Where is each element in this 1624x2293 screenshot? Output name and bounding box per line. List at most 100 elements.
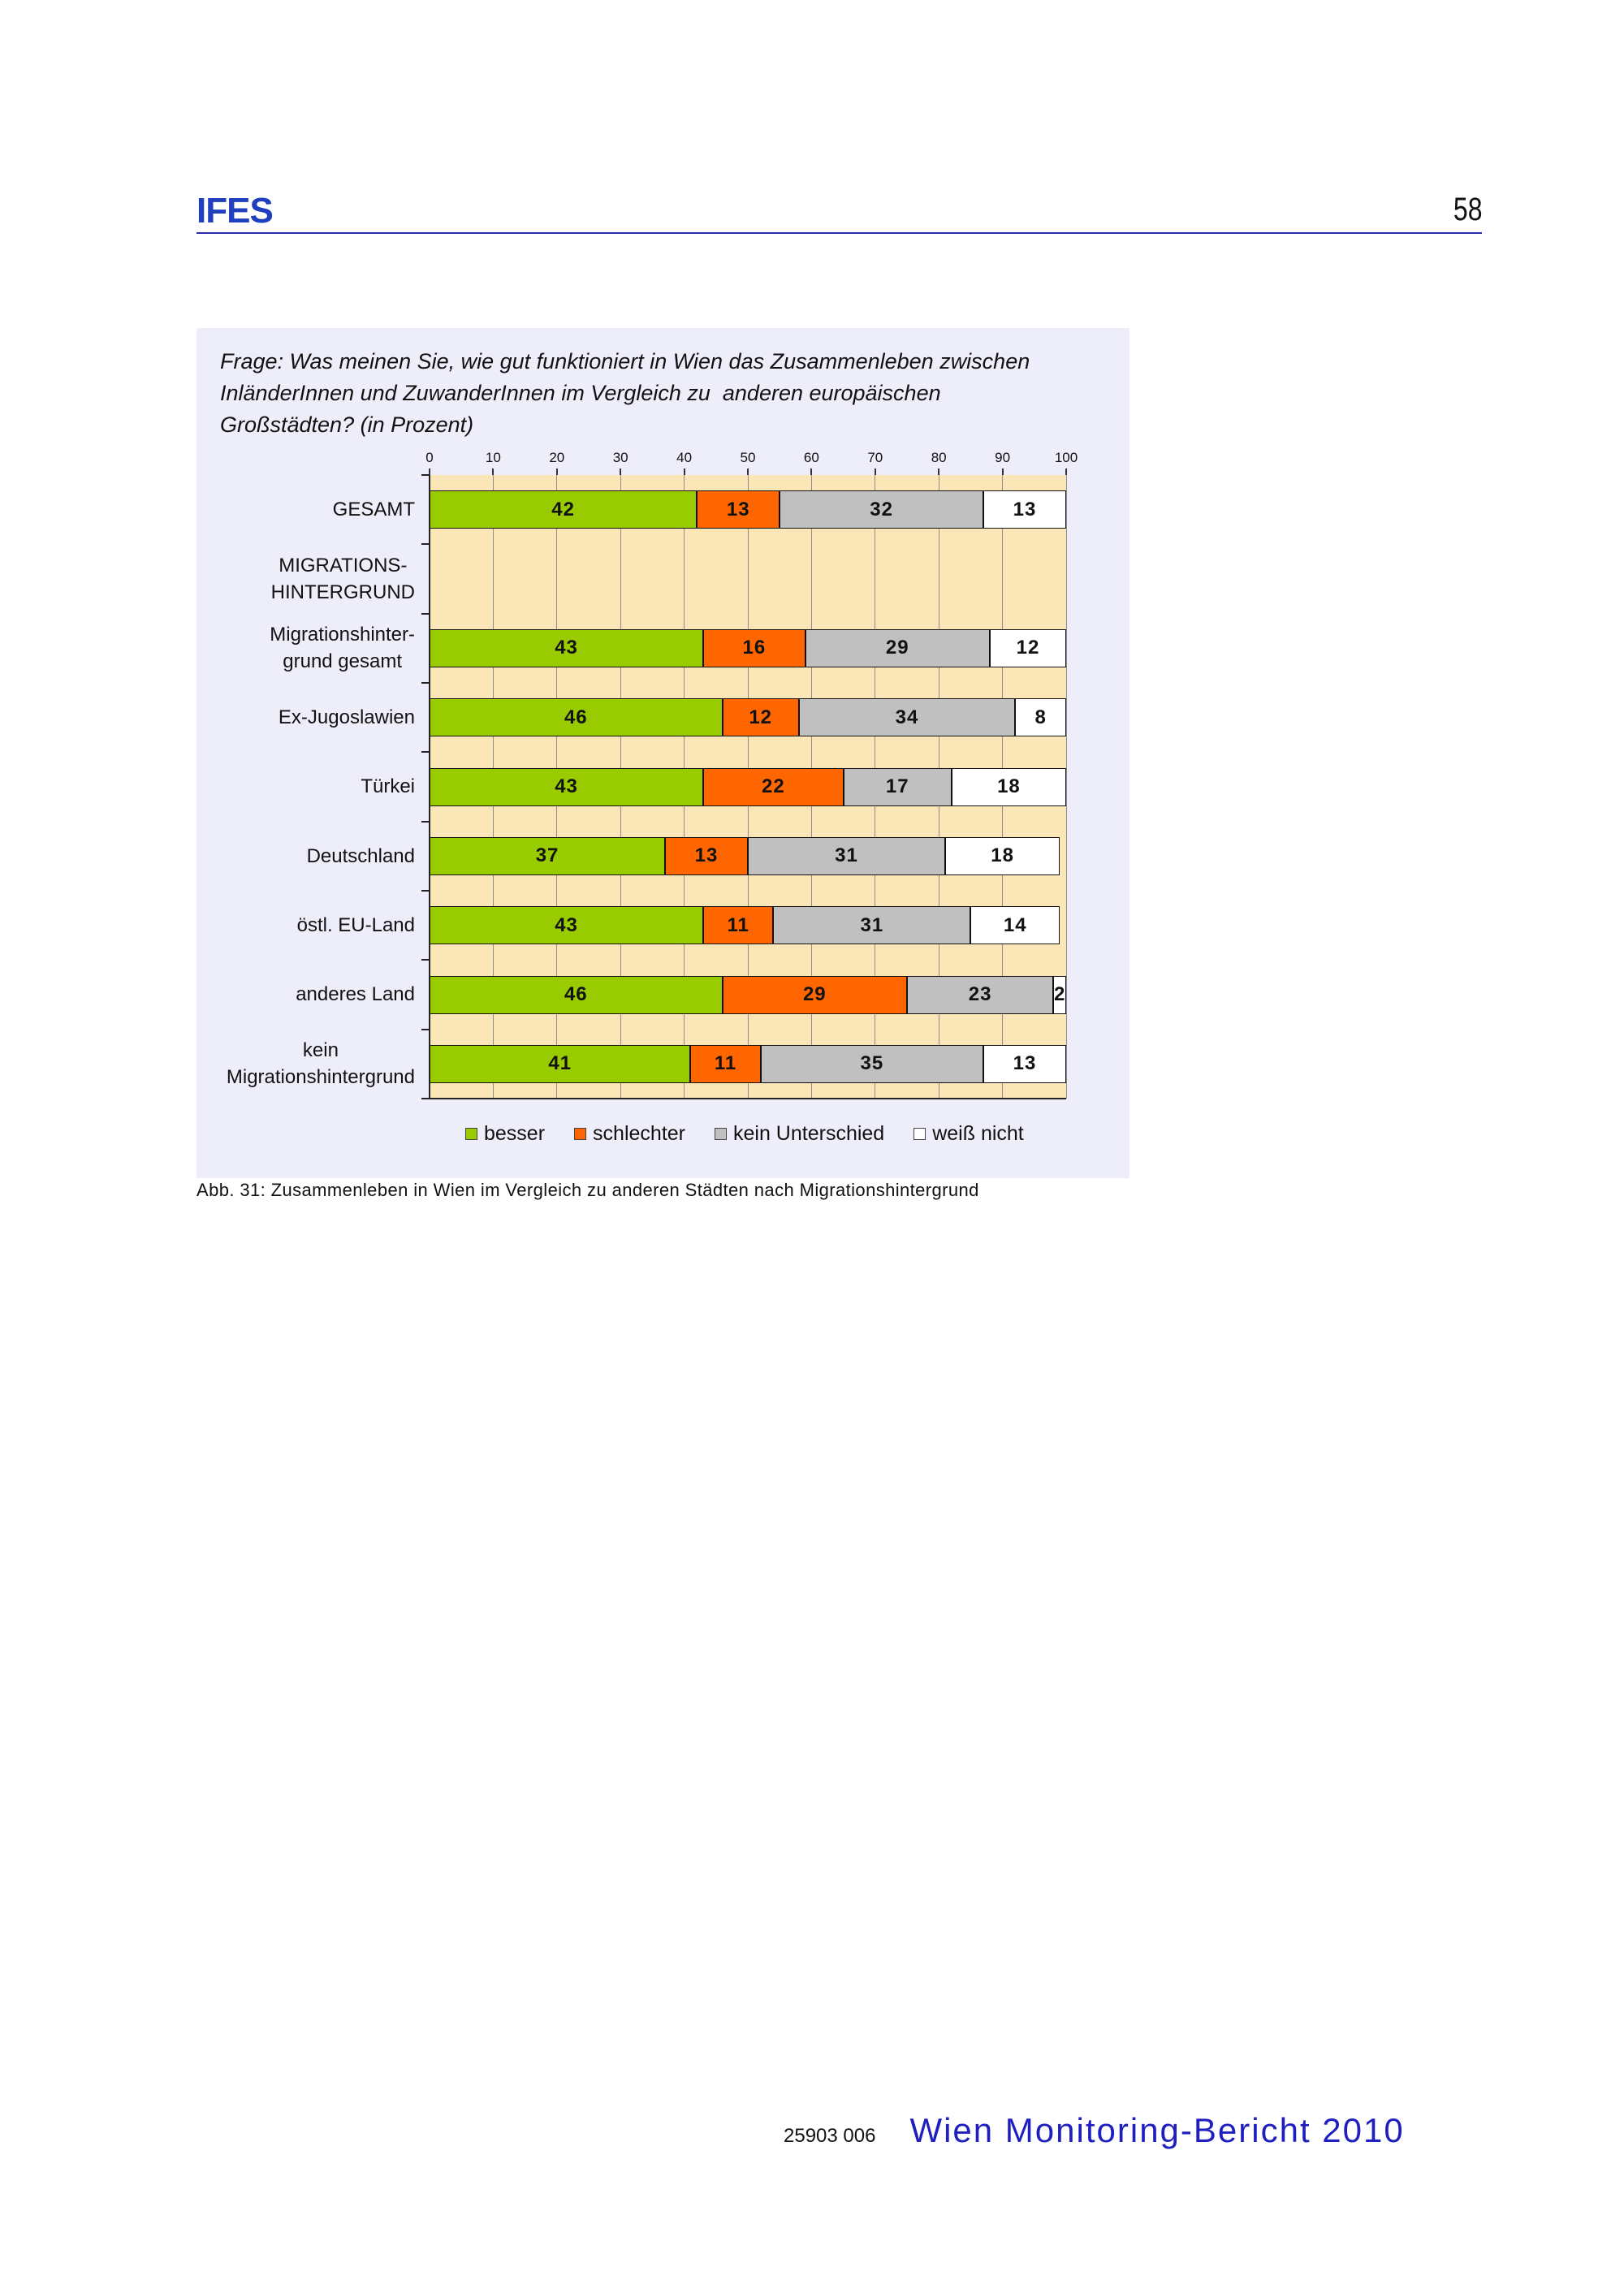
data-label: 13 <box>1013 498 1037 520</box>
category-label-text: anderes Land <box>296 983 415 1006</box>
data-label: 22 <box>761 775 785 797</box>
bar-segment-schlechter: 13 <box>697 490 780 529</box>
category-label-text: Migrationshinter- grund gesamt <box>270 624 415 673</box>
category-label: kein Migrationshintergrund <box>188 1030 415 1099</box>
data-label: 41 <box>548 1052 572 1075</box>
data-label: 2 <box>1053 983 1066 1005</box>
legend-item-schlechter: schlechter <box>574 1121 685 1146</box>
data-label: 12 <box>749 706 773 728</box>
x-tick-mark <box>555 469 558 475</box>
bar-segment-kein-unterschied: 35 <box>760 1044 984 1083</box>
data-label: 11 <box>727 913 749 936</box>
bar-segment-besser: 46 <box>430 975 723 1014</box>
x-tick-label: 70 <box>867 450 883 465</box>
data-label: 18 <box>991 844 1014 867</box>
data-label: 29 <box>802 983 827 1005</box>
category-label: MIGRATIONS- HINTERGRUND <box>188 544 415 613</box>
data-label: 46 <box>564 983 588 1005</box>
y-tick-mark <box>421 543 430 546</box>
data-label: 13 <box>1013 1052 1037 1075</box>
category-label: östl. EU-Land <box>188 891 415 960</box>
category-label: Ex-Jugoslawien <box>188 683 415 752</box>
data-label: 12 <box>1016 637 1040 659</box>
bar-segment-weiss-nicht: 14 <box>970 906 1060 945</box>
bar-segment-kein-unterschied: 34 <box>798 698 1016 737</box>
bar-segment-kein-unterschied: 23 <box>907 975 1054 1014</box>
x-tick-label: 100 <box>1054 450 1078 465</box>
data-label: 23 <box>968 983 992 1005</box>
data-label: 32 <box>870 498 893 520</box>
bar-segment-schlechter: 29 <box>722 975 907 1014</box>
category-label: anderes Land <box>188 960 415 1029</box>
legend-swatch <box>465 1127 477 1140</box>
legend-item-weiss-nicht: weiß nicht <box>914 1121 1024 1146</box>
bar-segment-schlechter: 16 <box>703 628 806 667</box>
bar-segment-schlechter: 12 <box>722 698 799 737</box>
y-tick-mark <box>421 1028 430 1030</box>
x-tick-mark <box>429 469 430 475</box>
data-label: 17 <box>885 775 909 797</box>
y-axis-line <box>429 475 430 1099</box>
bar-segment-kein-unterschied: 29 <box>805 628 990 667</box>
bar-segment-besser: 43 <box>430 628 704 667</box>
x-tick-label: 80 <box>931 450 947 465</box>
bar-segment-kein-unterschied: 31 <box>773 906 971 945</box>
bar-segment-schlechter: 11 <box>703 906 774 945</box>
category-label-text: Deutschland <box>306 844 415 867</box>
bar-segment-weiss-nicht: 13 <box>983 1044 1066 1083</box>
bar-segment-weiss-nicht: 2 <box>1053 975 1066 1014</box>
data-label: 18 <box>997 775 1021 797</box>
data-label: 13 <box>726 498 750 520</box>
y-tick-mark <box>421 682 430 684</box>
x-tick-label: 30 <box>612 450 628 465</box>
bar-segment-weiss-nicht: 12 <box>989 628 1066 667</box>
x-tick-label: 60 <box>803 450 819 465</box>
x-tick-mark <box>810 469 813 475</box>
data-label: 29 <box>885 637 909 659</box>
legend-item-kein-unterschied: kein Unterschied <box>715 1121 884 1146</box>
bar-segment-besser: 42 <box>430 490 698 529</box>
bar-segment-besser: 41 <box>430 1044 691 1083</box>
data-label: 16 <box>742 637 767 659</box>
footer-title: Wien Monitoring-Bericht 2010 <box>909 2111 1405 2149</box>
x-tick-mark <box>747 469 749 475</box>
legend-label: kein Unterschied <box>733 1122 885 1145</box>
bar-segment-weiss-nicht: 13 <box>983 490 1066 529</box>
category-label-text: GESAMT <box>332 499 415 521</box>
bar-segment-schlechter: 13 <box>665 836 748 875</box>
bar-segment-schlechter: 11 <box>690 1044 761 1083</box>
data-label: 46 <box>564 706 588 728</box>
legend-swatch <box>574 1127 587 1140</box>
x-tick-mark <box>874 469 876 475</box>
data-label: 35 <box>860 1052 884 1075</box>
bar-segment-besser: 43 <box>430 906 704 945</box>
ifes-logo: IFES <box>197 191 274 231</box>
x-axis-baseline <box>429 1098 1066 1099</box>
figure-caption: Abb. 31: Zusammenleben in Wien im Vergle… <box>197 1180 979 1200</box>
data-label: 31 <box>860 913 884 936</box>
data-label: 43 <box>555 637 578 659</box>
x-tick-mark <box>620 469 622 475</box>
category-label: Deutschland <box>188 822 415 891</box>
bar-segment-schlechter: 22 <box>703 767 844 806</box>
category-label: Türkei <box>188 752 415 821</box>
data-label: 43 <box>555 913 578 936</box>
category-label: Migrationshinter- grund gesamt <box>188 614 415 683</box>
x-tick-label: 10 <box>485 450 501 465</box>
data-label: 13 <box>694 844 719 867</box>
category-label-text: kein Migrationshintergrund <box>226 1039 415 1089</box>
bar-segment-weiss-nicht: 18 <box>945 836 1060 875</box>
legend-label: schlechter <box>593 1122 685 1145</box>
header-rule <box>197 232 1482 234</box>
bar-segment-besser: 37 <box>430 836 666 875</box>
x-tick-mark <box>492 469 495 475</box>
y-tick-mark <box>421 612 430 615</box>
x-tick-label: 90 <box>995 450 1011 465</box>
page-number: 58 <box>1453 192 1482 227</box>
chart-title: Frage: Was meinen Sie, wie gut funktioni… <box>220 349 1030 437</box>
data-label: 14 <box>1003 913 1027 936</box>
y-tick-mark <box>421 890 430 892</box>
legend-label: besser <box>484 1122 546 1145</box>
x-tick-mark <box>938 469 940 475</box>
y-tick-mark <box>421 474 430 476</box>
